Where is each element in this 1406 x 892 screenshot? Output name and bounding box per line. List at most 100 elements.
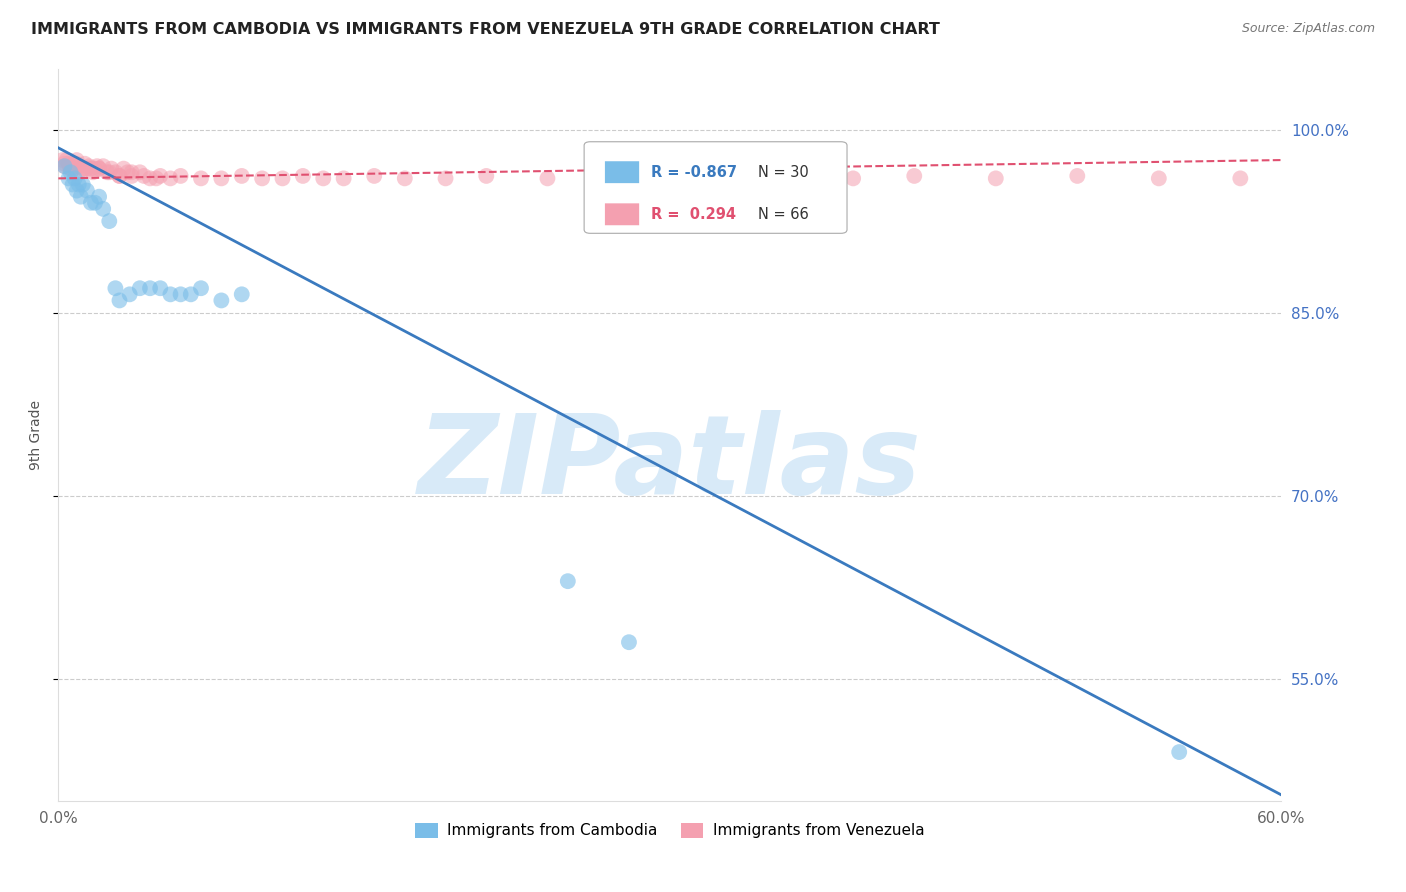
Point — [536, 171, 558, 186]
Point — [108, 293, 131, 308]
Point — [80, 161, 103, 176]
Point — [58, 171, 80, 186]
Point — [69, 165, 91, 179]
Point — [231, 169, 253, 183]
Point — [121, 165, 143, 179]
Point — [77, 159, 100, 173]
Point — [72, 161, 94, 176]
Point — [231, 287, 253, 301]
Point — [69, 189, 91, 203]
Point — [598, 171, 620, 186]
Point — [76, 161, 98, 176]
Point — [73, 157, 96, 171]
Point — [159, 287, 181, 301]
Point — [128, 165, 150, 179]
Text: IMMIGRANTS FROM CAMBODIA VS IMMIGRANTS FROM VENEZUELA 9TH GRADE CORRELATION CHAR: IMMIGRANTS FROM CAMBODIA VS IMMIGRANTS F… — [31, 22, 939, 37]
Point — [617, 635, 640, 649]
Point — [59, 161, 82, 176]
Point — [63, 161, 86, 176]
Point — [66, 157, 89, 171]
Point — [55, 153, 77, 167]
Point — [132, 169, 155, 183]
Point — [139, 281, 162, 295]
Point — [363, 169, 385, 183]
Point — [80, 195, 103, 210]
Point — [128, 281, 150, 295]
Point — [59, 161, 82, 176]
Point — [87, 189, 110, 203]
Point — [159, 171, 181, 186]
Point — [209, 293, 232, 308]
Point — [53, 157, 76, 171]
Point — [112, 161, 135, 176]
Point — [58, 157, 80, 171]
Point — [59, 165, 82, 179]
Point — [104, 165, 127, 179]
Point — [86, 159, 108, 173]
Point — [98, 165, 121, 179]
Point — [121, 169, 143, 183]
Point — [72, 178, 94, 192]
Legend: Immigrants from Cambodia, Immigrants from Venezuela: Immigrants from Cambodia, Immigrants fro… — [409, 817, 931, 845]
Point — [108, 169, 131, 183]
Point — [76, 184, 98, 198]
FancyBboxPatch shape — [605, 203, 640, 226]
Point — [720, 171, 742, 186]
Point — [145, 171, 167, 186]
Point — [780, 169, 803, 183]
Point — [53, 159, 76, 173]
Point — [87, 161, 110, 176]
Point — [557, 574, 579, 589]
Point — [91, 202, 114, 216]
Point — [67, 178, 90, 192]
Point — [1168, 745, 1191, 759]
Point — [271, 171, 294, 186]
Text: R = -0.867: R = -0.867 — [651, 165, 737, 179]
Point — [291, 169, 314, 183]
Point — [180, 287, 202, 301]
Point — [842, 171, 865, 186]
Point — [62, 178, 84, 192]
Point — [475, 169, 498, 183]
Point — [53, 159, 76, 173]
Point — [190, 281, 212, 295]
Point — [80, 161, 103, 176]
Point — [658, 169, 681, 183]
Point — [1147, 171, 1170, 186]
Point — [312, 171, 335, 186]
Point — [209, 171, 232, 186]
Point — [1229, 171, 1251, 186]
Text: N = 30: N = 30 — [758, 165, 808, 179]
Point — [903, 169, 925, 183]
Point — [108, 169, 131, 183]
Text: Source: ZipAtlas.com: Source: ZipAtlas.com — [1241, 22, 1375, 36]
Point — [84, 161, 107, 176]
Point — [51, 153, 73, 167]
Point — [66, 184, 89, 198]
Text: N = 66: N = 66 — [758, 207, 808, 222]
Point — [82, 165, 104, 179]
Point — [98, 214, 121, 228]
Point — [984, 171, 1007, 186]
FancyBboxPatch shape — [583, 142, 846, 234]
Point — [62, 157, 84, 171]
Point — [66, 153, 89, 167]
Point — [169, 169, 191, 183]
Point — [139, 171, 162, 186]
Point — [149, 169, 172, 183]
Point — [91, 159, 114, 173]
Point — [149, 281, 172, 295]
Text: ZIPatlas: ZIPatlas — [418, 410, 921, 517]
Point — [67, 159, 90, 173]
Point — [434, 171, 457, 186]
Point — [1066, 169, 1088, 183]
Point — [104, 281, 127, 295]
Point — [332, 171, 354, 186]
Point — [394, 171, 416, 186]
Point — [117, 165, 139, 179]
Y-axis label: 9th Grade: 9th Grade — [30, 400, 44, 470]
Point — [118, 287, 141, 301]
Point — [250, 171, 273, 186]
Point — [63, 171, 86, 186]
Point — [87, 161, 110, 176]
